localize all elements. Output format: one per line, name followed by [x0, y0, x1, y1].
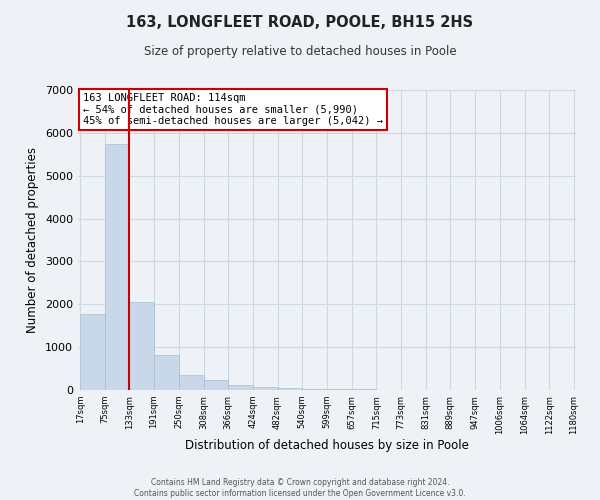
Text: Contains HM Land Registry data © Crown copyright and database right 2024.
Contai: Contains HM Land Registry data © Crown c…: [134, 478, 466, 498]
Text: 163 LONGFLEET ROAD: 114sqm
← 54% of detached houses are smaller (5,990)
45% of s: 163 LONGFLEET ROAD: 114sqm ← 54% of deta…: [83, 93, 383, 126]
Bar: [130, 302, 154, 390]
Bar: [302, 388, 327, 390]
Text: Size of property relative to detached houses in Poole: Size of property relative to detached ho…: [143, 45, 457, 58]
Text: 163, LONGFLEET ROAD, POOLE, BH15 2HS: 163, LONGFLEET ROAD, POOLE, BH15 2HS: [127, 15, 473, 30]
X-axis label: Distribution of detached houses by size in Poole: Distribution of detached houses by size …: [185, 440, 469, 452]
Bar: [203, 380, 228, 390]
Bar: [80, 314, 105, 390]
Bar: [105, 144, 130, 390]
Bar: [278, 388, 302, 390]
Bar: [179, 374, 203, 390]
Y-axis label: Number of detached properties: Number of detached properties: [26, 147, 40, 333]
Bar: [154, 355, 179, 390]
Bar: [327, 389, 352, 390]
Bar: [228, 385, 253, 390]
Bar: [253, 386, 278, 390]
